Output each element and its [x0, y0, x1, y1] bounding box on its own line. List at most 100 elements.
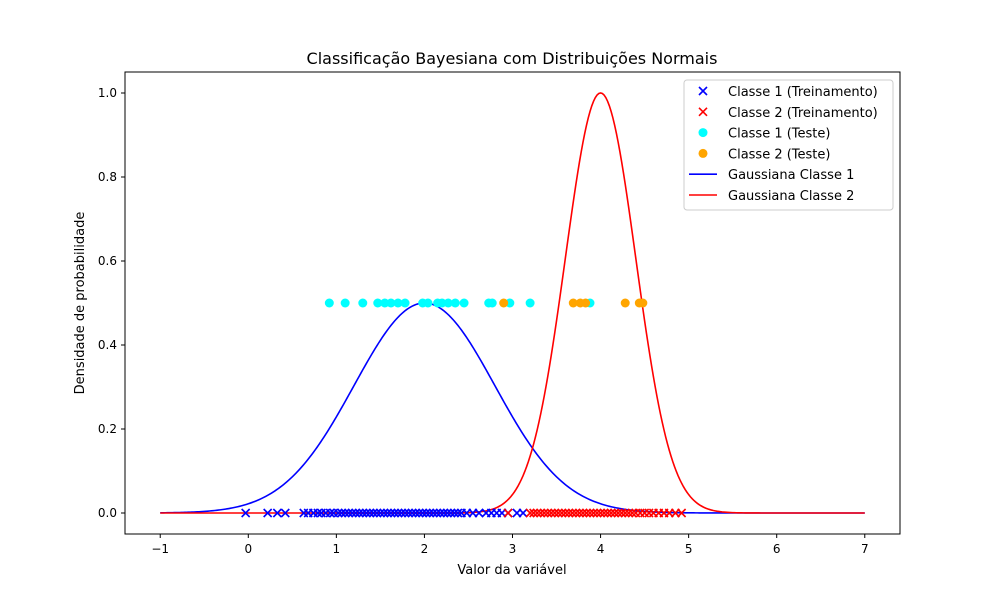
data-point-x — [453, 508, 463, 518]
data-point-x — [606, 508, 616, 518]
data-point-x — [439, 508, 449, 518]
x-tick-label: 0 — [244, 542, 252, 556]
data-point-x — [585, 508, 595, 518]
legend-label: Classe 1 (Treinamento) — [728, 85, 878, 100]
y-tick-label: 0.0 — [98, 506, 117, 520]
data-point-x — [592, 508, 602, 518]
data-point-x — [557, 508, 567, 518]
data-point-x — [358, 508, 368, 518]
data-point — [437, 298, 447, 308]
x-tick-label: 2 — [421, 542, 429, 556]
data-point-x — [603, 508, 613, 518]
data-point-x — [617, 508, 627, 518]
legend-item: Gaussiana Classe 1 — [689, 168, 854, 183]
data-point-x — [396, 508, 407, 518]
data-point-x — [372, 508, 382, 518]
data-point-x — [550, 508, 560, 518]
data-point-x — [375, 508, 385, 518]
legend-item: Classe 2 (Teste) — [698, 147, 830, 162]
legend-label: Classe 2 (Teste) — [728, 147, 830, 162]
data-point-x — [400, 508, 410, 518]
series-classe-1-teste- — [324, 298, 595, 308]
x-tick-label: 5 — [685, 542, 693, 556]
data-point-x — [414, 508, 424, 518]
x-tick-label: 6 — [773, 542, 781, 556]
data-point-x — [581, 508, 592, 518]
data-point — [450, 298, 460, 308]
y-tick-label: 0.2 — [98, 422, 117, 436]
y-tick-label: 1.0 — [98, 86, 117, 100]
data-point-x — [241, 508, 251, 518]
legend-label: Gaussiana Classe 1 — [728, 168, 854, 183]
legend: Classe 1 (Treinamento) Classe 2 (Treiname… — [683, 79, 894, 211]
x-axis-label: Valor da variável — [457, 563, 566, 578]
data-point-x — [386, 508, 396, 518]
data-point-x — [560, 508, 570, 518]
data-point-x — [442, 508, 452, 518]
data-point-x — [446, 508, 456, 518]
series-classe-2-treinamento- — [503, 508, 687, 518]
data-point — [620, 298, 630, 308]
data-point-x — [596, 508, 606, 518]
data-point-x — [425, 508, 435, 518]
data-point — [380, 298, 390, 308]
data-point-x — [599, 508, 609, 518]
legend-label: Gaussiana Classe 2 — [728, 189, 854, 204]
data-point-x — [627, 508, 637, 518]
plot-area — [160, 92, 865, 518]
data-point-x — [411, 508, 421, 518]
chart-title: Classificação Bayesiana com Distribuiçõe… — [307, 49, 718, 68]
data-point — [487, 298, 497, 308]
data-point-x — [313, 508, 323, 518]
x-tick-label: 4 — [597, 542, 605, 556]
y-tick-label: 0.8 — [98, 170, 117, 184]
data-point — [386, 298, 396, 308]
data-point-x — [404, 508, 414, 518]
data-point-x — [361, 508, 371, 518]
data-point-x — [379, 508, 389, 518]
x-tick-label: −1 — [151, 542, 169, 556]
data-point-x — [337, 508, 347, 518]
data-point-x — [435, 508, 445, 518]
data-point-x — [344, 508, 354, 518]
data-point-x — [432, 508, 442, 518]
series-classe-1-treinamento- — [241, 508, 528, 518]
legend-item: Classe 1 (Teste) — [698, 127, 830, 142]
data-point-x — [624, 508, 634, 518]
data-point-x — [354, 508, 364, 518]
y-axis: 0.0 0.2 0.4 0.6 0.8 1.0 — [98, 86, 125, 520]
data-point-x — [518, 508, 528, 518]
data-point — [525, 298, 535, 308]
legend-marker-x — [698, 107, 708, 117]
data-point-x — [418, 508, 428, 518]
x-tick-label: 1 — [333, 542, 341, 556]
data-point-x — [351, 508, 361, 518]
legend-marker-dot — [698, 128, 708, 138]
data-point-x — [564, 508, 574, 518]
data-point-x — [407, 508, 417, 518]
data-point — [400, 298, 410, 308]
data-point-x — [263, 508, 273, 518]
data-point — [459, 298, 469, 308]
data-point — [443, 298, 453, 308]
data-point — [499, 298, 509, 308]
x-tick-label: 3 — [509, 542, 517, 556]
data-point-x — [449, 508, 459, 518]
data-point-x — [677, 508, 687, 518]
y-tick-label: 0.6 — [98, 254, 117, 268]
data-point-x — [503, 508, 513, 518]
data-point-x — [365, 508, 375, 518]
data-point-x — [333, 508, 343, 518]
data-point — [568, 298, 578, 308]
data-point-x — [543, 508, 553, 518]
y-tick-label: 0.4 — [98, 338, 117, 352]
legend-label: Classe 1 (Teste) — [728, 127, 830, 142]
data-point-x — [567, 508, 577, 518]
data-point-x — [272, 508, 282, 518]
data-point-x — [620, 508, 630, 518]
data-point-x — [389, 508, 400, 518]
legend-item: Classe 2 (Treinamento) — [698, 106, 878, 121]
series-classe-2-teste- — [499, 298, 648, 308]
data-point-x — [578, 508, 588, 518]
